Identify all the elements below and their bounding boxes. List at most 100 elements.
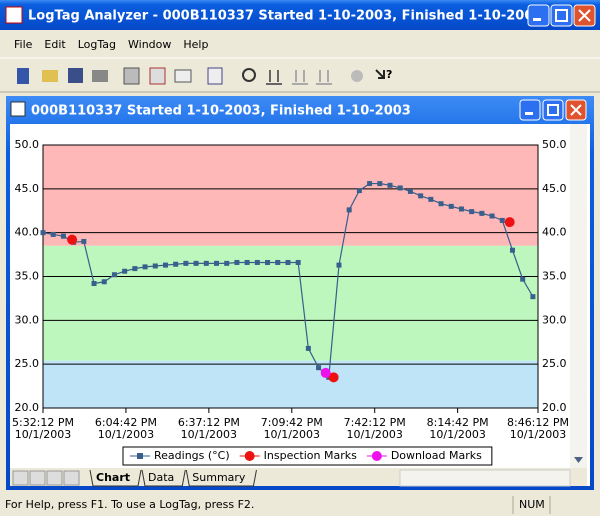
child-maximize[interactable] (542, 99, 564, 121)
scroll-down[interactable] (574, 457, 583, 463)
x-tick-label: 5:32:12 PM (12, 416, 74, 429)
plot-border (42, 144, 539, 409)
minimize-button[interactable] (527, 4, 550, 27)
y-tick-label: 25.0 (15, 357, 40, 370)
legend-swatch (371, 451, 382, 461)
vertical-scrollbar[interactable] (570, 124, 587, 468)
reading-marker (499, 217, 505, 223)
child-minimize[interactable] (519, 99, 541, 121)
tab-label[interactable]: Chart (96, 471, 130, 484)
reading-marker (265, 259, 271, 265)
x-tick-date: 10/1/2003 (510, 428, 566, 441)
help-icon-glyph: ? (386, 68, 392, 81)
reading-marker (183, 260, 189, 266)
tool-help[interactable] (375, 69, 385, 79)
legend: Readings (°C) Inspection Marks Download Ma… (122, 446, 493, 466)
app-icon (5, 6, 23, 24)
y2-tick-label: 40.0 (542, 226, 567, 239)
tool-download[interactable] (174, 69, 192, 83)
tool-new[interactable] (17, 68, 29, 84)
reading-marker (346, 207, 352, 213)
menu-item[interactable]: File (14, 38, 33, 51)
y2-tick-label: 20.0 (542, 401, 567, 414)
x-tick-label: 7:09:42 PM (261, 416, 323, 429)
horizontal-scrollbar[interactable] (399, 469, 571, 487)
tool-open[interactable] (42, 70, 58, 82)
reading-marker (111, 272, 117, 278)
tool-axis[interactable] (266, 70, 282, 85)
maximize-icon (555, 9, 568, 22)
toolbar: ? (17, 67, 392, 85)
tool-props[interactable] (123, 67, 140, 85)
y-tick-label: 20.0 (15, 401, 40, 414)
event-marker (504, 217, 515, 228)
tab-last[interactable] (63, 470, 80, 486)
reading-marker (234, 259, 240, 265)
event-marker (67, 234, 78, 245)
tab: Data (141, 469, 186, 487)
menu-item[interactable]: Edit (44, 38, 66, 51)
reading-marker (489, 213, 495, 219)
menu-item[interactable]: LogTag (78, 38, 116, 51)
tool-zoom[interactable] (242, 68, 256, 82)
x-tick-date: 10/1/2003 (264, 428, 320, 441)
reading-marker (244, 259, 250, 265)
x-tick-date: 10/1/2003 (15, 428, 71, 441)
legend-label: Download Marks (391, 449, 482, 462)
tab-label[interactable]: Summary (192, 471, 246, 484)
reading-marker (193, 260, 199, 266)
reading-marker (295, 259, 301, 265)
reading-marker (479, 210, 485, 216)
tab-first[interactable] (12, 470, 29, 486)
reading-marker (438, 201, 444, 207)
x-tick-date: 10/1/2003 (98, 428, 154, 441)
y-tick-label: 40.0 (15, 226, 40, 239)
minimize-icon (525, 112, 533, 115)
tool-user[interactable] (351, 70, 363, 82)
tab: Chart (89, 469, 142, 487)
reading-marker (203, 260, 209, 266)
reading-marker (60, 233, 66, 239)
reading-marker (448, 203, 454, 209)
reading-marker (367, 181, 373, 187)
menu-item[interactable]: Help (183, 38, 208, 51)
reading-marker (162, 262, 168, 268)
tool-save[interactable] (68, 68, 83, 83)
reading-marker (40, 230, 46, 236)
tab-outline (89, 469, 142, 487)
x-tick-label: 7:42:12 PM (344, 416, 406, 429)
event-marker (328, 372, 339, 383)
tool-axis3[interactable] (316, 70, 332, 85)
reading-marker (428, 196, 434, 202)
y2-tick-label: 25.0 (542, 357, 567, 370)
tab-prev[interactable] (29, 470, 46, 486)
menu-item[interactable]: Window (128, 38, 171, 51)
reading-marker (152, 263, 158, 269)
tab-outline (185, 469, 257, 487)
x-tick-date: 10/1/2003 (346, 428, 402, 441)
tool-config[interactable] (149, 67, 166, 85)
tool-print[interactable] (92, 70, 108, 82)
tool-copy[interactable] (207, 67, 223, 85)
window-title: LogTag Analyzer - 000B110337 Started 1-1… (28, 9, 542, 24)
tool-axis2[interactable] (292, 70, 308, 85)
reading-marker (81, 238, 87, 244)
tab-next[interactable] (46, 470, 63, 486)
status-bar (0, 494, 600, 516)
reading-marker (387, 182, 393, 188)
minimize-icon (533, 18, 541, 21)
tab: Summary (185, 469, 257, 487)
x-tick-label: 6:37:12 PM (178, 416, 240, 429)
x-tick-date: 10/1/2003 (181, 428, 237, 441)
tabs: Chart Data Summary (89, 469, 257, 487)
reading-marker (305, 345, 311, 351)
chart: 20.0 20.0 25.0 25.0 30.0 30.0 35.0 35.0 40.0 40.0… (12, 138, 569, 466)
reading-marker (285, 259, 291, 265)
legend-swatch (137, 453, 143, 459)
tab-label[interactable]: Data (148, 471, 174, 484)
reading-marker (509, 247, 515, 253)
tab-nav (12, 470, 80, 486)
reading-marker (418, 193, 424, 199)
maximize-button[interactable] (550, 4, 573, 27)
